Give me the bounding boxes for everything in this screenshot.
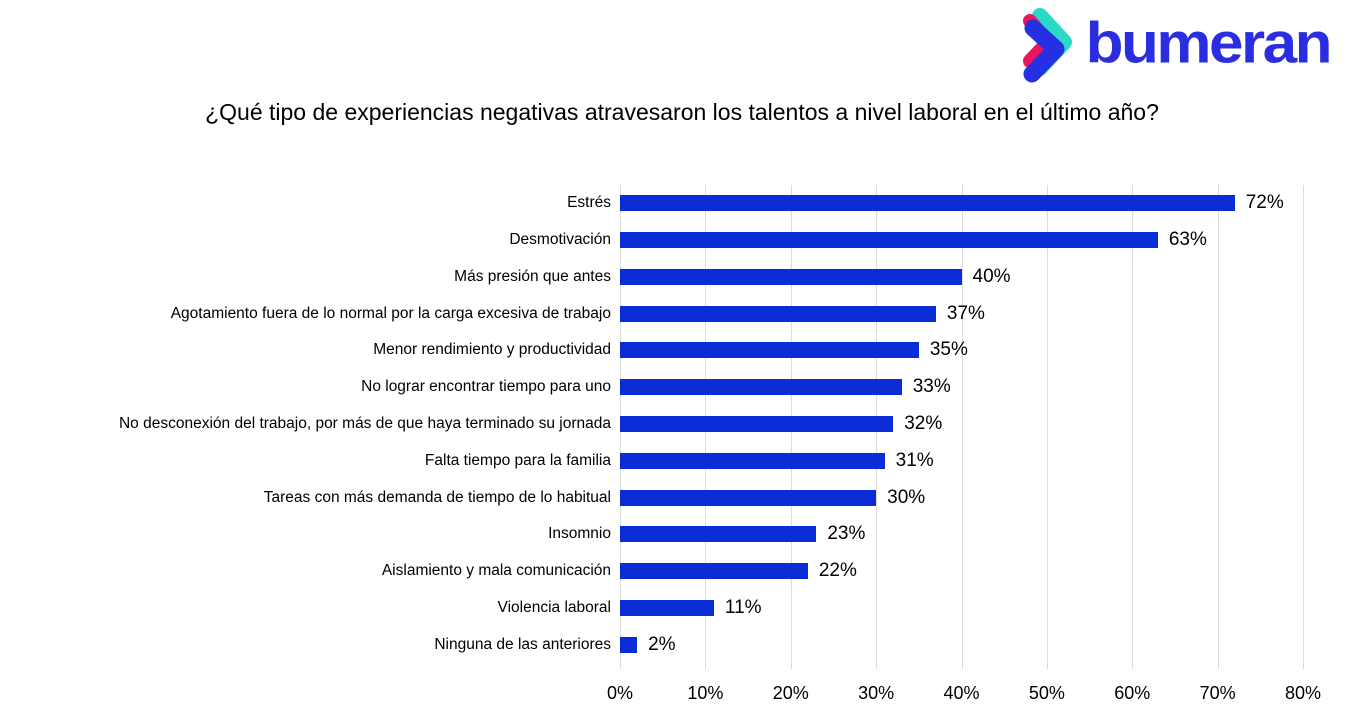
bar-row: Aislamiento y mala comunicación 22% bbox=[0, 553, 1303, 590]
bar bbox=[620, 489, 877, 506]
bar bbox=[620, 599, 714, 616]
category-label: No desconexión del trabajo, por más de q… bbox=[118, 414, 611, 432]
bumeran-chevron-icon bbox=[1022, 8, 1072, 83]
bar-track: 23% bbox=[620, 516, 1303, 553]
value-label: 22% bbox=[818, 560, 857, 582]
bar-row: Violencia laboral 11% bbox=[0, 589, 1303, 626]
bar-track: 22% bbox=[620, 553, 1303, 590]
category-label: Ninguna de las anteriores bbox=[434, 635, 611, 653]
bar-row: No desconexión del trabajo, por más de q… bbox=[0, 406, 1303, 443]
value-label: 40% bbox=[972, 265, 1011, 287]
bar-track: 35% bbox=[620, 332, 1303, 369]
value-label: 33% bbox=[912, 376, 951, 398]
x-tick-label: 10% bbox=[687, 683, 724, 703]
value-label: 23% bbox=[827, 523, 866, 545]
bar-track: 37% bbox=[620, 295, 1303, 332]
bar-track: 30% bbox=[620, 479, 1303, 516]
category-label: Violencia laboral bbox=[497, 598, 611, 616]
bar bbox=[620, 195, 1235, 212]
bar bbox=[620, 268, 962, 285]
category-label: Más presión que antes bbox=[454, 267, 611, 285]
bar-track: 2% bbox=[620, 626, 1303, 663]
bar-track: 72% bbox=[620, 185, 1303, 222]
bar-row: Tareas con más demanda de tiempo de lo h… bbox=[0, 479, 1303, 516]
bar-rows: Estrés 72% Desmotivación 63% Más presión… bbox=[0, 185, 1303, 663]
x-tick-label: 60% bbox=[1114, 683, 1151, 703]
x-tick-label: 30% bbox=[858, 683, 895, 703]
x-tick-label: 40% bbox=[943, 683, 980, 703]
bar bbox=[620, 342, 919, 359]
bar-track: 40% bbox=[620, 259, 1303, 296]
x-tick-label: 20% bbox=[772, 683, 809, 703]
value-label: 30% bbox=[887, 486, 926, 508]
bar-row: Más presión que antes 40% bbox=[0, 259, 1303, 296]
x-axis: 0% 10% 20% 30% 40% 50% 60% 70% 80% bbox=[607, 677, 1321, 707]
value-label: 31% bbox=[895, 449, 934, 471]
value-label: 37% bbox=[946, 302, 985, 324]
value-label: 63% bbox=[1168, 229, 1207, 251]
gridline bbox=[1217, 185, 1219, 669]
bar-track: 33% bbox=[620, 369, 1303, 406]
bar-track: 63% bbox=[620, 222, 1303, 259]
bar bbox=[620, 305, 936, 322]
category-label: Falta tiempo para la familia bbox=[424, 451, 611, 469]
bar bbox=[620, 526, 817, 543]
value-label: 2% bbox=[648, 633, 676, 655]
category-label: Tareas con más demanda de tiempo de lo h… bbox=[263, 488, 611, 506]
bar-row: Agotamiento fuera de lo normal por la ca… bbox=[0, 295, 1303, 332]
gridline bbox=[1132, 185, 1134, 669]
bumeran-logo: bumeran bbox=[1018, 4, 1333, 84]
bar bbox=[620, 379, 902, 396]
chart-title: ¿Qué tipo de experiencias negativas atra… bbox=[205, 99, 1159, 125]
value-label: 32% bbox=[904, 412, 943, 434]
x-tick-label: 0% bbox=[606, 683, 634, 703]
bar bbox=[620, 636, 638, 653]
x-tick-label: 70% bbox=[1199, 683, 1236, 703]
category-label: Aislamiento y mala comunicación bbox=[381, 562, 611, 580]
x-tick-label: 80% bbox=[1284, 683, 1322, 703]
category-label: No lograr encontrar tiempo para uno bbox=[361, 378, 611, 396]
bar bbox=[620, 563, 808, 580]
category-label: Estrés bbox=[567, 194, 611, 212]
bar-row: Menor rendimiento y productividad 35% bbox=[0, 332, 1303, 369]
bar-row: Estrés 72% bbox=[0, 185, 1303, 222]
bar bbox=[620, 452, 885, 469]
gridline bbox=[961, 185, 963, 669]
bar-track: 31% bbox=[620, 442, 1303, 479]
value-label: 11% bbox=[724, 596, 762, 618]
category-label: Desmotivación bbox=[509, 231, 611, 249]
category-label: Agotamiento fuera de lo normal por la ca… bbox=[170, 304, 611, 322]
bar-track: 11% bbox=[620, 589, 1303, 626]
category-label: Menor rendimiento y productividad bbox=[373, 341, 611, 359]
bar-row: Ninguna de las anteriores 2% bbox=[0, 626, 1303, 663]
bar bbox=[620, 232, 1158, 249]
bar-track: 32% bbox=[620, 406, 1303, 443]
bar-row: Desmotivación 63% bbox=[0, 222, 1303, 259]
bar bbox=[620, 415, 894, 432]
bar-chart: Estrés 72% Desmotivación 63% Más presión… bbox=[0, 185, 1321, 703]
value-label: 35% bbox=[929, 339, 968, 361]
value-label: 72% bbox=[1245, 192, 1284, 214]
bar-row: Insomnio 23% bbox=[0, 516, 1303, 553]
bar-row: No lograr encontrar tiempo para uno 33% bbox=[0, 369, 1303, 406]
gridline bbox=[1303, 185, 1304, 669]
bar-row: Falta tiempo para la familia 31% bbox=[0, 442, 1303, 479]
gridline bbox=[1046, 185, 1048, 669]
category-label: Insomnio bbox=[548, 525, 611, 543]
logo-wordmark: bumeran bbox=[1085, 11, 1333, 76]
x-tick-label: 50% bbox=[1028, 683, 1065, 703]
